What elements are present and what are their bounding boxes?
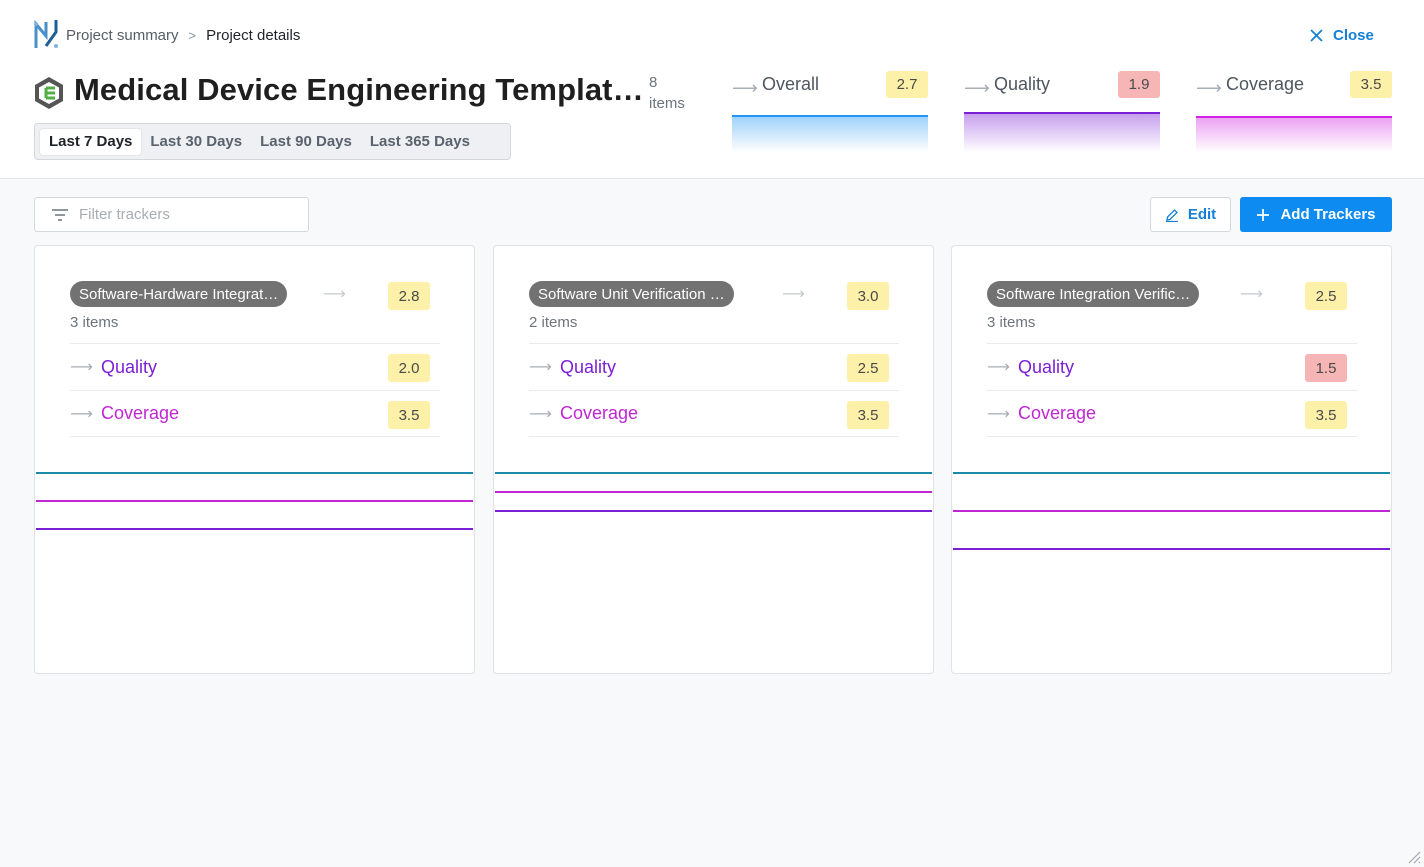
tracker-name-chip[interactable]: Software Unit Verification …	[529, 281, 734, 307]
metric-sparkline	[1196, 116, 1392, 152]
page-title: Medical Device Engineering Templat…	[74, 72, 644, 107]
resize-handle-icon[interactable]	[1405, 848, 1421, 864]
trend-arrow-icon: ⟶	[964, 78, 990, 98]
tracker-items-count: 3 items	[70, 314, 119, 331]
tracker-trend-chart	[495, 472, 932, 512]
trend-arrow-icon: ⟶	[70, 405, 93, 423]
range-last-30-days[interactable]: Last 30 Days	[150, 133, 243, 150]
trend-arrow-icon: ⟶	[1240, 286, 1263, 303]
metric-value-badge: 1.9	[1118, 71, 1160, 98]
metric-label: Quality	[994, 74, 1051, 94]
metric-coverage-link[interactable]: Coverage	[1018, 403, 1097, 423]
metric-value-badge: 3.5	[1305, 401, 1347, 429]
tracker-card: Software Unit Verification … ⟶ 3.0 2 items ⟶…	[493, 245, 934, 674]
tracker-score-badge: 3.0	[847, 282, 889, 310]
tracker-metric-row: ⟶ Quality 2.5	[529, 343, 899, 390]
metric-sparkline	[964, 112, 1160, 152]
pencil-icon	[1165, 208, 1178, 222]
tracker-score-badge: 2.5	[1305, 282, 1347, 310]
metric-label: Coverage	[1226, 74, 1305, 94]
tracker-metric-row: ⟶ Coverage 3.5	[529, 390, 899, 437]
app-logo-icon[interactable]	[33, 18, 59, 50]
metric-quality-link[interactable]: Quality	[1018, 356, 1075, 377]
filter-trackers-field[interactable]	[34, 197, 309, 232]
trend-arrow-icon: ⟶	[323, 286, 346, 303]
plus-icon	[1257, 208, 1270, 221]
metric-value-badge: 2.0	[388, 354, 430, 382]
breadcrumb-project-details: Project details	[206, 26, 301, 44]
tracker-score-badge: 2.8	[388, 282, 430, 310]
trend-arrow-icon: ⟶	[987, 359, 1010, 376]
metric-value-badge: 3.5	[388, 401, 430, 429]
add-trackers-label: Add Trackers	[1280, 206, 1376, 223]
close-icon	[1310, 28, 1323, 42]
metric-sparkline	[732, 115, 928, 152]
project-icon	[35, 77, 63, 109]
metric-coverage-link[interactable]: Coverage	[560, 403, 639, 423]
metric-value-badge: 2.7	[886, 71, 928, 98]
tracker-trend-chart	[953, 472, 1390, 550]
filter-icon	[52, 208, 68, 221]
metric-area	[1196, 116, 1392, 152]
tracker-metric-row: ⟶ Quality 1.5	[987, 343, 1357, 390]
metric-quality-link[interactable]: Quality	[101, 356, 158, 377]
date-range-selector: Last 7 Days Last 30 Days Last 90 Days Last …	[34, 123, 511, 160]
metric-value-badge: 2.5	[847, 354, 889, 382]
tracker-metric-row: ⟶ Coverage 3.5	[70, 390, 440, 437]
metric-quality[interactable]: ⟶ Quality 1.9	[964, 70, 1160, 154]
close-label: Close	[1333, 26, 1374, 44]
edit-button[interactable]: Edit	[1150, 197, 1231, 232]
metric-value-badge: 3.5	[847, 401, 889, 429]
project-items-count: 8 items	[649, 74, 685, 112]
metric-overall[interactable]: ⟶ Overall 2.7	[732, 70, 928, 154]
range-last-7-days[interactable]: Last 7 Days	[40, 128, 142, 155]
trend-arrow-icon: ⟶	[70, 359, 93, 376]
metric-coverage[interactable]: ⟶ Coverage 3.5	[1196, 70, 1392, 154]
range-last-90-days[interactable]: Last 90 Days	[260, 133, 352, 150]
add-trackers-button[interactable]: Add Trackers	[1240, 197, 1392, 232]
tracker-name-chip[interactable]: Software-Hardware Integrat…	[70, 281, 288, 307]
tracker-items-count: 2 items	[529, 314, 578, 331]
tracker-trend-chart	[36, 472, 473, 530]
tracker-metric-row: ⟶ Coverage 3.5	[987, 390, 1357, 437]
breadcrumb: Project summary > Project details	[66, 25, 300, 45]
close-button[interactable]: Close	[1310, 24, 1374, 46]
range-last-365-days[interactable]: Last 365 Days	[369, 133, 470, 150]
trend-arrow-icon: ⟶	[1196, 78, 1222, 98]
breadcrumb-project-summary[interactable]: Project summary	[66, 26, 179, 44]
tracker-card: Software Integration Verific… ⟶ 2.5 3 items…	[951, 245, 1392, 674]
metric-value-badge: 3.5	[1350, 71, 1392, 98]
metric-label: Overall	[762, 74, 820, 94]
breadcrumb-separator: >	[188, 27, 197, 43]
tracker-metric-row: ⟶ Quality 2.0	[70, 343, 440, 390]
metric-area	[964, 112, 1160, 152]
tracker-items-count: 3 items	[987, 314, 1036, 331]
trend-arrow-icon: ⟶	[782, 286, 805, 303]
metric-coverage-link[interactable]: Coverage	[101, 403, 180, 423]
trend-arrow-icon: ⟶	[529, 359, 552, 376]
filter-trackers-input[interactable]	[79, 206, 299, 223]
trend-arrow-icon: ⟶	[987, 405, 1010, 423]
metric-value-badge: 1.5	[1305, 354, 1347, 382]
trend-arrow-icon: ⟶	[529, 405, 552, 423]
edit-label: Edit	[1187, 206, 1217, 223]
metric-area	[732, 115, 928, 152]
tracker-card: Software-Hardware Integrat… ⟶ 2.8 3 items ⟶ Q…	[34, 245, 475, 674]
page-header: Project summary > Project details Close …	[0, 0, 1424, 179]
tracker-name-chip[interactable]: Software Integration Verific…	[987, 281, 1200, 307]
metric-quality-link[interactable]: Quality	[560, 356, 617, 377]
trend-arrow-icon: ⟶	[732, 78, 758, 98]
